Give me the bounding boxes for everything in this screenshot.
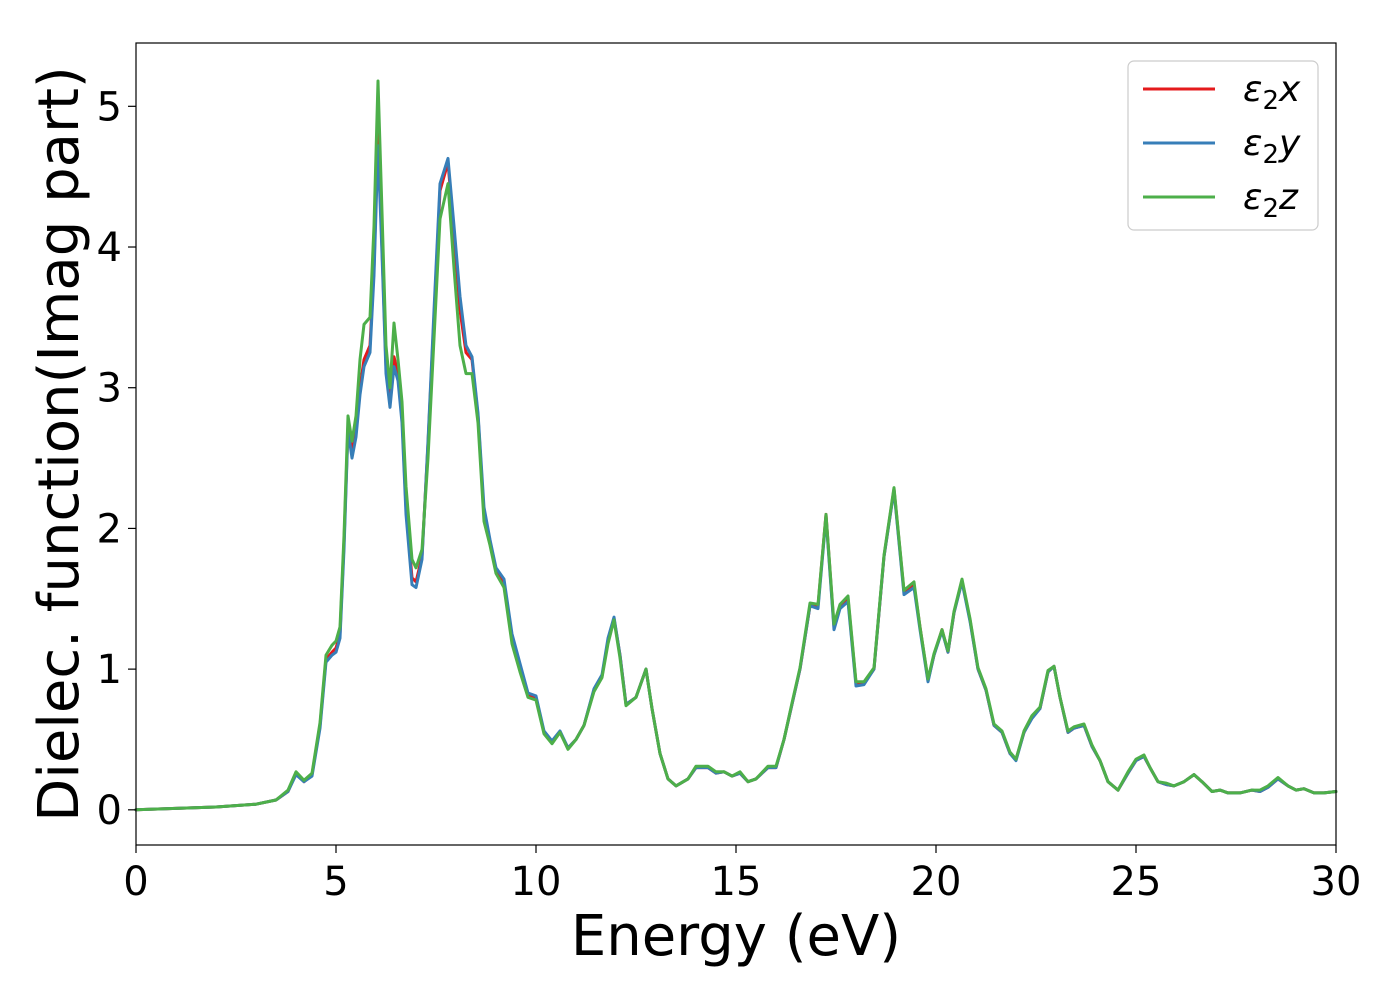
x-axis-label: Energy (eV) — [571, 904, 901, 969]
y-tick-label: 4 — [97, 225, 122, 271]
x-tick-label: 0 — [123, 859, 148, 905]
series-line-y — [134, 144, 1338, 812]
y-axis-ticks: 0 1 2 3 4 5 — [97, 84, 136, 834]
y-axis-label: Dielec. function(Imag part) — [27, 66, 92, 822]
legend: ε2x ε2y ε2z — [1127, 60, 1319, 231]
series-layer — [134, 79, 1338, 812]
y-tick-label: 1 — [97, 647, 122, 693]
legend-box — [1127, 60, 1319, 231]
x-tick-label: 5 — [323, 859, 348, 905]
y-tick-label: 3 — [97, 366, 122, 412]
series-line-x — [134, 128, 1338, 812]
x-axis-ticks: 0 5 10 15 20 25 30 — [123, 845, 1361, 905]
x-tick-label: 30 — [1311, 859, 1362, 905]
x-tick-label: 15 — [711, 859, 762, 905]
legend-label-z: ε2z — [1243, 177, 1299, 224]
x-tick-label: 10 — [511, 859, 562, 905]
y-tick-label: 5 — [97, 84, 122, 130]
series-line-z — [134, 79, 1338, 812]
x-tick-label: 25 — [1111, 859, 1162, 905]
legend-label-x: ε2x — [1243, 69, 1301, 116]
legend-label-y: ε2y — [1243, 123, 1301, 170]
y-tick-label: 0 — [97, 788, 122, 834]
y-tick-label: 2 — [97, 506, 122, 552]
x-tick-label: 20 — [911, 859, 962, 905]
